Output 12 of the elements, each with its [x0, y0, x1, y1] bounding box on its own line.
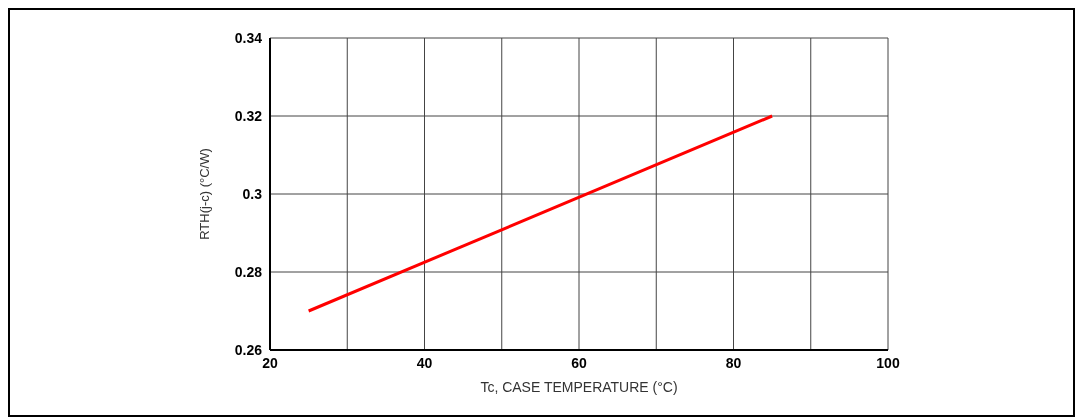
y-tick-label: 0.32 [234, 107, 263, 124]
x-tick-label: 20 [262, 354, 278, 371]
y-tick-label: 0.26 [234, 341, 263, 358]
x-axis-title: Tc, CASE TEMPERATURE (°C) [480, 379, 678, 395]
x-tick-label: 100 [876, 354, 900, 371]
y-tick-label: 0.3 [242, 185, 263, 202]
x-tick-label: 80 [725, 354, 742, 371]
x-tick-label: 60 [571, 354, 587, 371]
y-tick-label: 0.34 [234, 29, 263, 46]
y-axis-title: RTH(j-c) (°C/W) [196, 148, 212, 240]
x-tick-label: 40 [416, 354, 433, 371]
y-tick-label: 0.28 [234, 263, 263, 280]
